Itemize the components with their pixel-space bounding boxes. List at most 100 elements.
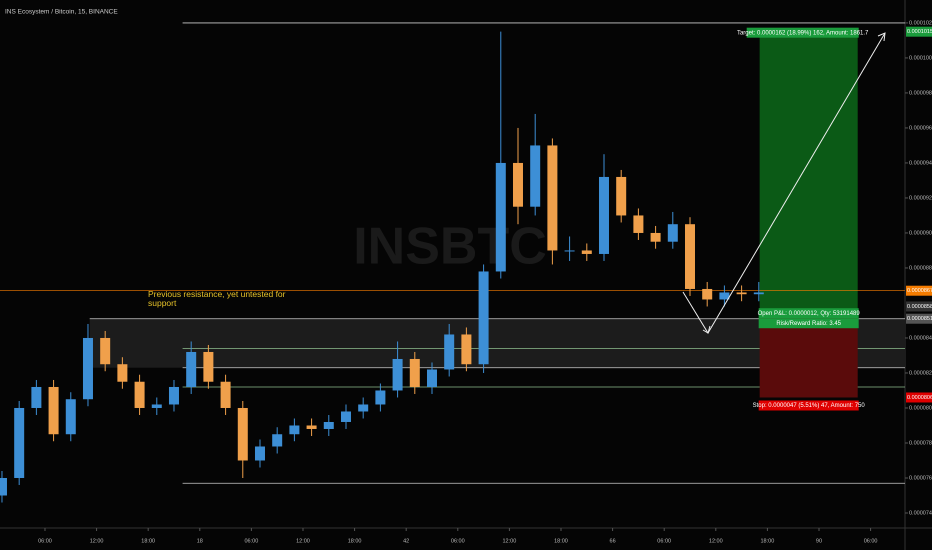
price-label: 0.0000806 (907, 395, 932, 401)
candle-body (375, 390, 386, 405)
candle-body (702, 288, 713, 300)
candle-body (461, 334, 472, 365)
watermark: INSBTC (353, 218, 547, 276)
candle-body (117, 364, 128, 382)
candle-body (31, 386, 42, 408)
ratio-label-box (758, 318, 859, 329)
price-label-box (906, 301, 932, 312)
arrow-head (702, 325, 711, 334)
price-label: 0.0001015 (907, 29, 932, 35)
stop-label-box (758, 400, 859, 411)
candle-body (547, 145, 558, 251)
price-label: 0.0000851 (907, 316, 932, 322)
x-tick-label: 06:00 (245, 538, 259, 544)
target-zone (759, 31, 858, 316)
arrow-head (877, 32, 886, 42)
candle-body (82, 337, 93, 400)
candle-body (667, 224, 678, 242)
price-label-box (906, 313, 932, 324)
annotation: Previous resistance, yet untested for su… (148, 290, 286, 308)
candle-body (444, 334, 455, 370)
candle-body (392, 358, 403, 391)
overlay-layer: Target: 0.0000162 (18.99%) 162, Amount: … (737, 26, 932, 411)
x-tick-label: 18:00 (554, 538, 568, 544)
candle-body (736, 292, 747, 295)
candle-body (65, 399, 76, 435)
x-tick-label: 12:00 (503, 538, 517, 544)
price-label: 0.0000867 (907, 288, 932, 294)
candle-body (581, 250, 592, 254)
candle-body (272, 434, 283, 447)
chart-title: INS Ecosystem / Bitcoin, 15, BINANCE (5, 9, 118, 16)
price-label-box (906, 26, 932, 37)
candle-body (168, 386, 179, 405)
x-tick-label: 90 (816, 538, 822, 544)
candle-body (151, 404, 162, 408)
x-tick-label: 06:00 (451, 538, 465, 544)
target-label: Target: 0.0000162 (18.99%) 162, Amount: … (737, 30, 869, 36)
candle-body (530, 145, 541, 207)
candle-body (220, 381, 231, 408)
candle-body (306, 425, 317, 429)
stop-label: Stop: 0.0000047 (5.51%) 47, Amount: 750 (753, 403, 866, 409)
price-label-box (906, 285, 932, 296)
candle-body (684, 224, 695, 289)
pnl-label: Open P&L: 0.0000012, Qty: 53191489 (758, 311, 861, 317)
x-tick-label: 18 (197, 538, 203, 544)
x-tick-label: 06:00 (657, 538, 671, 544)
price-label-box (906, 392, 932, 403)
x-tick-label: 06:00 (38, 538, 52, 544)
candle-body (598, 176, 609, 254)
x-tick-label: 18:00 (761, 538, 775, 544)
candle-body (48, 386, 59, 435)
target-label-box (746, 27, 859, 38)
x-tick-label: 06:00 (864, 538, 878, 544)
candle-body (0, 477, 7, 496)
candle-body (14, 407, 25, 478)
candle-body (633, 215, 644, 233)
candle-body (323, 421, 334, 429)
annotation-box: Previous resistance, yet untested for su… (148, 290, 286, 308)
x-tick-label: 66 (610, 538, 616, 544)
candle-body (340, 411, 351, 422)
candle-body (495, 162, 506, 272)
candle-body (616, 176, 627, 216)
ratio-label: Risk/Reward Ratio: 3.45 (776, 321, 841, 327)
candle-body (719, 292, 730, 300)
x-tick-label: 42 (403, 538, 409, 544)
candle-body (650, 232, 661, 242)
candle-body (254, 446, 265, 461)
x-tick-label: 12:00 (296, 538, 310, 544)
price-label: 0.0000858 (907, 304, 932, 310)
x-tick-label: 18:00 (348, 538, 362, 544)
candle-body (409, 358, 420, 387)
candle-body (100, 337, 111, 365)
candles (0, 31, 764, 503)
x-tick-label: 12:00 (709, 538, 723, 544)
candle-body (564, 250, 575, 252)
candle-body (203, 351, 214, 382)
x-tick-label: 18:00 (141, 538, 155, 544)
candle-body (289, 425, 300, 435)
candle-body (237, 407, 248, 461)
candle-body (512, 162, 523, 207)
candle-body (358, 404, 369, 412)
x-tick-label: 12:00 (90, 538, 104, 544)
candle-body (426, 369, 437, 387)
pnl-label-box (758, 308, 859, 319)
